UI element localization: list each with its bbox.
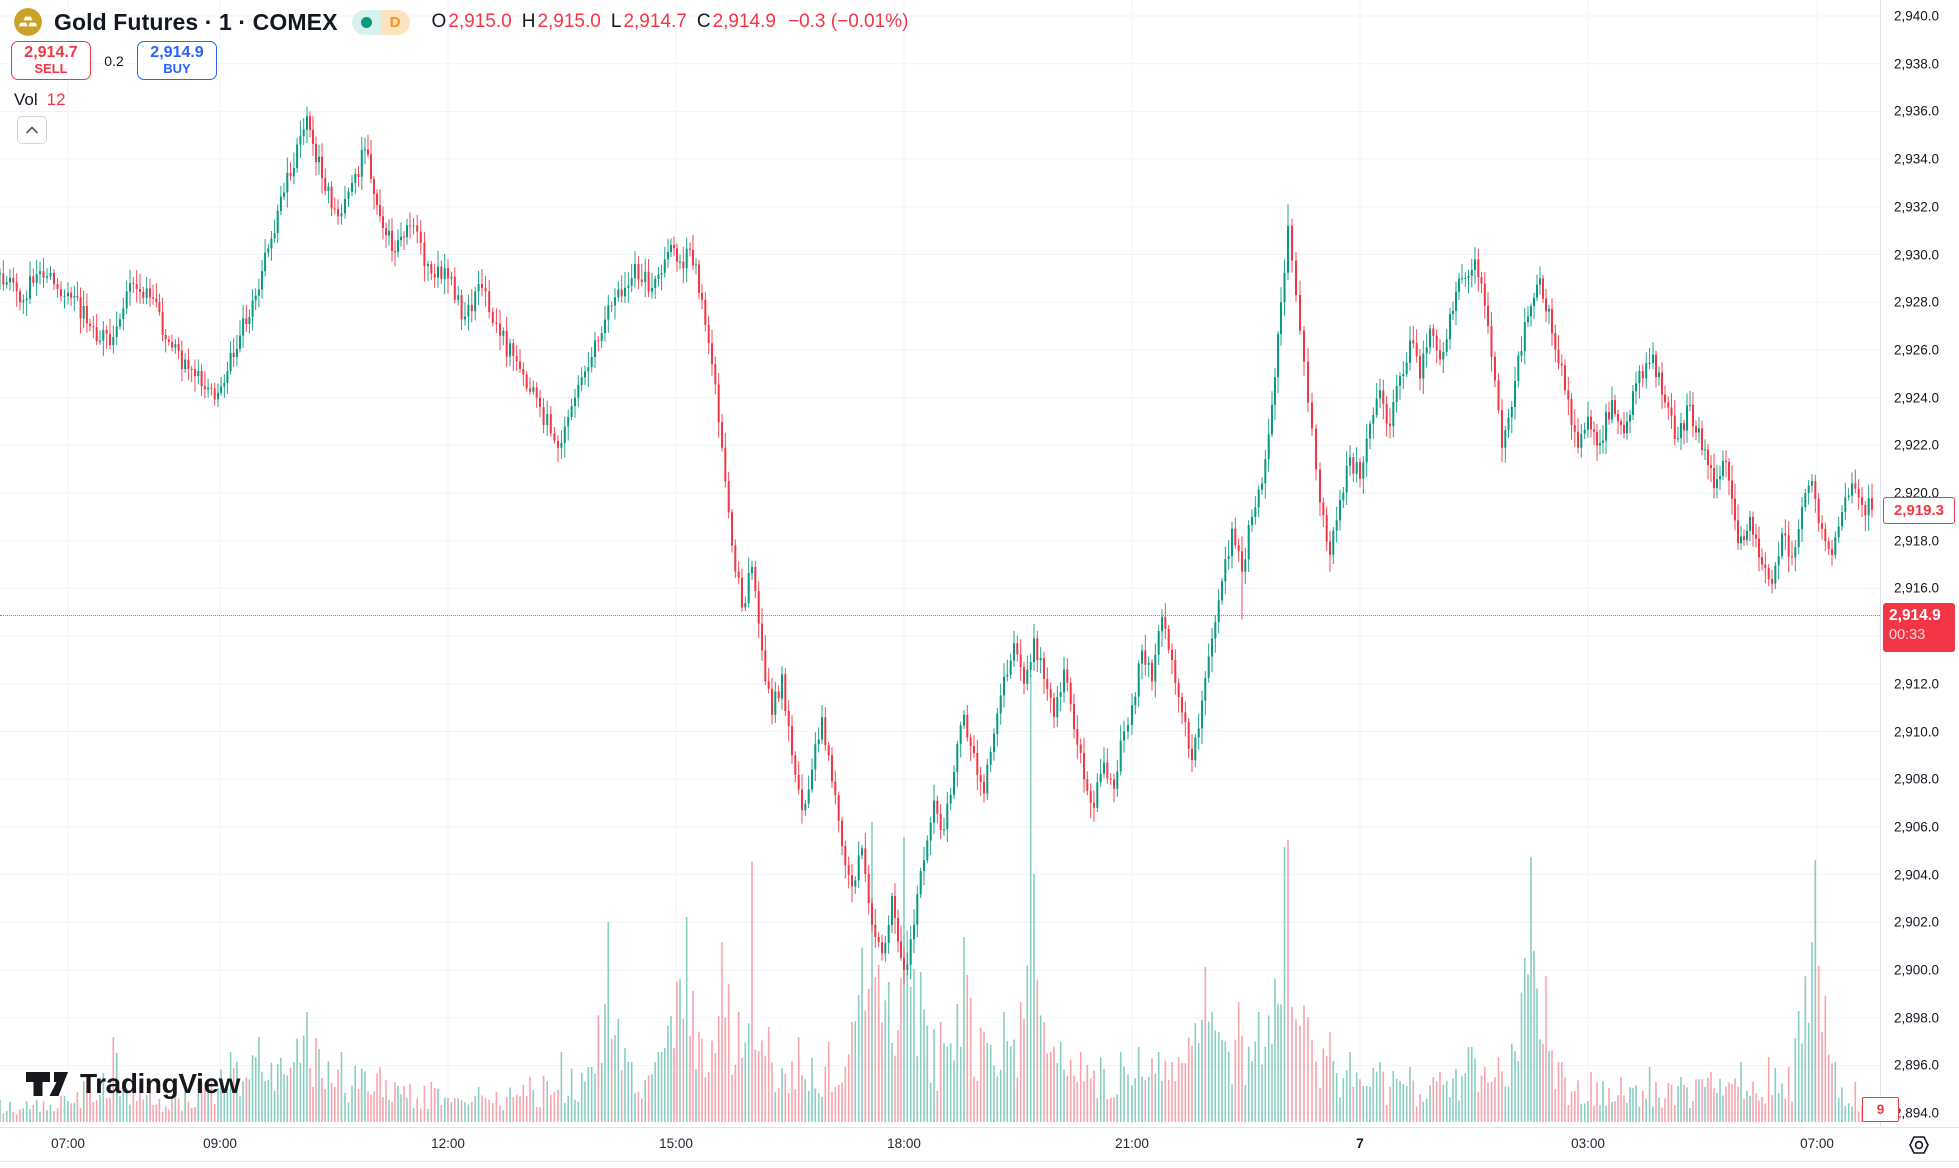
candlestick-chart[interactable] [0,0,1880,1127]
price-tick-label: 2,934.0 [1894,151,1940,167]
price-tick-label: 2,902.0 [1894,914,1940,930]
last-price-label: 2,914.9 00:33 [1883,602,1955,652]
header: Gold Futures · 1 · COMEX D O 2,915.0 H 2,9… [14,8,908,36]
price-tick-label: 2,898.0 [1894,1010,1940,1026]
high-key: H [521,11,536,32]
price-tick-label: 2,912.0 [1894,676,1940,692]
tradingview-logo-text: TradingView [80,1068,241,1099]
last-price-dotted-line [0,615,1880,616]
price-tick-label: 2,906.0 [1894,819,1940,835]
volume-axis-value-label: 9 [1862,1097,1899,1122]
time-tick-label: 15:00 [659,1136,693,1151]
symbol-title[interactable]: Gold Futures · 1 · COMEX [54,8,338,35]
price-tick-label: 2,932.0 [1894,199,1940,215]
buy-label: BUY [163,61,191,77]
time-tick-label: 12:00 [431,1136,465,1151]
sell-label: SELL [34,61,68,77]
bid-price-label: 2,919.3 [1883,496,1955,524]
price-tick-label: 2,928.0 [1894,294,1940,310]
volume-value: 12 [46,90,66,109]
delayed-data-badge: D [380,9,410,35]
price-tick-label: 2,930.0 [1894,247,1940,262]
time-tick-label: 07:00 [1800,1136,1834,1151]
market-open-dot-icon [351,9,381,35]
buy-button[interactable]: 2,914.9 BUY [137,41,217,80]
change-value: −0.3 (−0.01%) [787,11,909,32]
buy-price: 2,914.9 [150,44,204,62]
price-tick-label: 2,896.0 [1894,1057,1940,1073]
price-tick-label: 2,936.0 [1894,103,1940,119]
price-tick-label: 2,908.0 [1894,771,1940,787]
price-tick-label: 2,894.0 [1894,1105,1940,1121]
sell-button[interactable]: 2,914.7 SELL [11,41,91,80]
price-axis[interactable]: 2,919.3 2,914.9 00:33 9 2,940.0 2,938.0 2,… [1862,0,1959,1127]
market-status-pill[interactable]: D [351,9,410,35]
price-tick-label: 2,910.0 [1894,724,1940,739]
time-tick-label: 7 [1356,1136,1364,1151]
bar-countdown: 00:33 [1889,626,1926,643]
price-tick-label: 2,900.0 [1894,962,1940,978]
chevron-up-icon [26,126,38,134]
open-value: 2,915.0 [448,11,512,32]
volume-readout: Vol 12 [14,90,66,110]
low-value: 2,914.7 [623,11,687,32]
time-tick-label: 03:00 [1571,1136,1605,1151]
price-tick-label: 2,924.0 [1894,390,1940,406]
high-value: 2,915.0 [537,11,601,32]
time-tick-label: 07:00 [51,1136,85,1151]
open-key: O [431,11,447,32]
tradingview-logo-icon [26,1072,68,1096]
close-key: C [696,11,711,32]
price-tick-label: 2,922.0 [1894,437,1940,453]
volume-key: Vol [14,90,38,109]
gold-futures-logo-icon [14,8,42,36]
price-tick-label: 2,916.0 [1894,580,1940,596]
time-tick-label: 09:00 [203,1136,237,1151]
price-tick-label: 2,918.0 [1894,533,1940,549]
order-panel: 2,914.7 SELL 0.2 2,914.9 BUY [11,41,217,80]
time-tick-label: 18:00 [887,1136,921,1151]
collapse-panel-button[interactable] [17,116,47,144]
spread-value: 0.2 [104,52,124,69]
time-axis[interactable]: 07:00 09:00 12:00 15:00 18:00 21:00 7 03:00 07:0… [0,1127,1959,1162]
chart-pane[interactable] [0,0,1880,1127]
tradingview-watermark[interactable]: TradingView [25,1068,240,1100]
sell-price: 2,914.7 [24,44,78,62]
ohlc-readout: O 2,915.0 H 2,915.0 L 2,914.7 C 2,914.9 −0.3… [432,11,909,33]
time-tick-label: 21:00 [1115,1136,1149,1151]
low-key: L [610,11,622,32]
price-tick-label: 2,940.0 [1894,8,1940,24]
price-tick-label: 2,938.0 [1894,56,1940,72]
close-value: 2,914.9 [712,11,776,32]
last-price-value: 2,914.9 [1889,606,1941,624]
price-tick-label: 2,904.0 [1894,867,1940,883]
price-tick-label: 2,926.0 [1894,342,1940,358]
session-hexagon-icon[interactable] [1907,1133,1931,1157]
